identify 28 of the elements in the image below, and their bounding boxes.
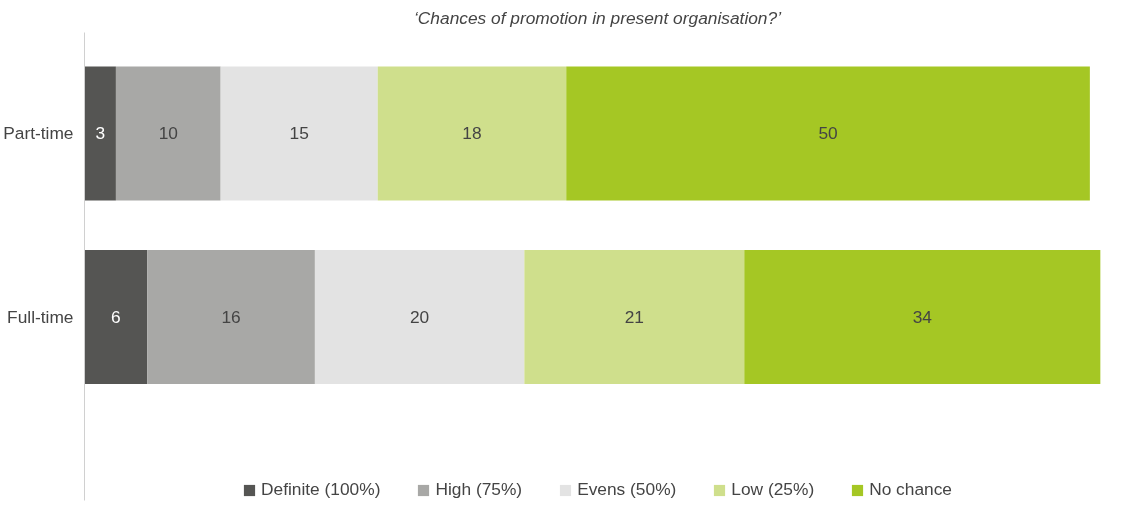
- bar: [744, 249, 1101, 384]
- data-label: 3: [95, 123, 106, 144]
- legend-label: Low (25%): [731, 479, 815, 500]
- bar: [147, 249, 315, 384]
- bar: [566, 66, 1090, 201]
- legend-label: No chance: [869, 479, 952, 500]
- data-label: 21: [624, 306, 644, 327]
- data-label: 34: [912, 306, 933, 327]
- y-tick-label: Full-time: [7, 306, 74, 327]
- legend-label: High (75%): [435, 479, 523, 500]
- y-tick-label: Part-time: [3, 123, 74, 144]
- data-label: 10: [158, 123, 178, 144]
- data-label: 15: [289, 123, 309, 144]
- legend-label: Evens (50%): [577, 479, 677, 500]
- bar: [314, 249, 525, 384]
- data-label: 16: [221, 306, 241, 327]
- data-label: 18: [462, 123, 482, 144]
- bar: [84, 66, 116, 201]
- data-label: 50: [818, 123, 838, 144]
- bar: [220, 66, 378, 201]
- data-label: 6: [111, 306, 121, 327]
- bar: [84, 249, 148, 384]
- data-label: 20: [409, 306, 430, 327]
- bar: [524, 249, 745, 384]
- chart-title: ‘Chances of promotion in present organisation?’: [414, 7, 783, 28]
- bar: [115, 66, 221, 201]
- legend-label: Definite (100%): [261, 479, 381, 500]
- bar: [377, 66, 567, 201]
